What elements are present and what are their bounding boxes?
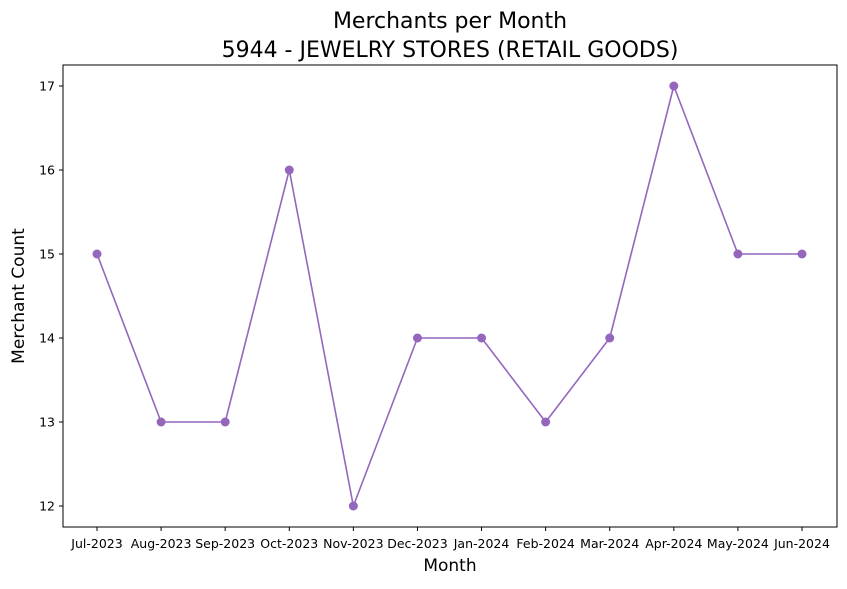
data-point <box>92 249 102 259</box>
x-tick-label: Nov-2023 <box>323 536 383 551</box>
data-point <box>348 501 358 511</box>
x-tick-label: Mar-2024 <box>580 536 639 551</box>
x-tick-label: Dec-2023 <box>387 536 448 551</box>
data-point <box>284 165 294 175</box>
chart-title-line-2: 5944 - JEWELRY STORES (RETAIL GOODS) <box>222 38 679 63</box>
x-tick-label: Jun-2024 <box>773 536 830 551</box>
y-tick-label: 13 <box>39 415 55 430</box>
x-axis-label: Month <box>423 556 476 576</box>
data-point <box>669 81 679 91</box>
x-tick-label: Jul-2023 <box>70 536 122 551</box>
data-point <box>605 333 615 343</box>
x-axis: Jul-2023 Aug-2023 Sep-2023 Oct-2023 Nov-2023… <box>70 527 830 551</box>
y-tick-label: 12 <box>39 499 55 514</box>
plot-area <box>62 64 838 528</box>
data-point <box>156 417 166 427</box>
data-point <box>541 417 551 427</box>
x-tick-label: Aug-2023 <box>131 536 192 551</box>
y-tick-label: 17 <box>39 79 55 94</box>
y-axis-label: Merchant Count <box>9 228 29 364</box>
data-point <box>733 249 743 259</box>
x-tick-label: Feb-2024 <box>516 536 575 551</box>
y-tick-label: 14 <box>39 331 55 346</box>
x-tick-label: Oct-2023 <box>260 536 318 551</box>
data-point <box>412 333 422 343</box>
series-line <box>96 85 802 507</box>
x-tick-label: Sep-2023 <box>195 536 255 551</box>
x-tick-label: Apr-2024 <box>645 536 702 551</box>
x-tick-label: May-2024 <box>707 536 769 551</box>
y-tick-label: 15 <box>39 247 55 262</box>
y-axis: 12 13 14 15 16 17 <box>39 79 63 514</box>
data-point <box>220 417 230 427</box>
series-layer <box>92 81 807 511</box>
chart-title-line-1: Merchants per Month <box>333 9 567 34</box>
data-point <box>477 333 487 343</box>
x-tick-label: Jan-2024 <box>453 536 510 551</box>
data-point <box>797 249 807 259</box>
y-tick-label: 16 <box>39 163 55 178</box>
